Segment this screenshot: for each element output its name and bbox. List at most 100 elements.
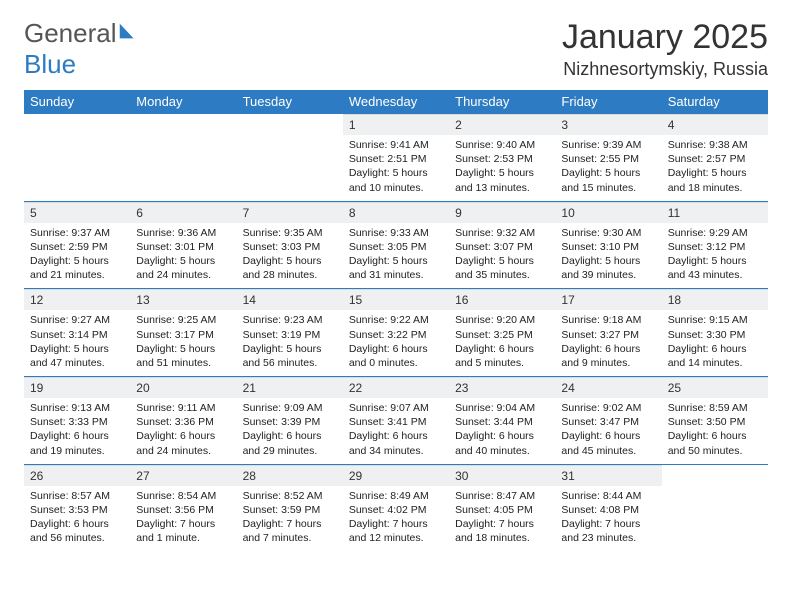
day-line-ss: Sunset: 3:53 PM	[30, 503, 124, 517]
day-line-ss: Sunset: 3:41 PM	[349, 415, 443, 429]
day-line-d1: Daylight: 5 hours	[136, 254, 230, 268]
day-line-d1: Daylight: 5 hours	[136, 342, 230, 356]
day-cell: 11Sunrise: 9:29 AMSunset: 3:12 PMDayligh…	[662, 201, 768, 289]
day-line-ss: Sunset: 2:55 PM	[561, 152, 655, 166]
day-info: Sunrise: 8:47 AMSunset: 4:05 PMDaylight:…	[449, 486, 555, 552]
day-line-sr: Sunrise: 8:44 AM	[561, 489, 655, 503]
day-number: 13	[130, 289, 236, 310]
day-line-d2: and 1 minute.	[136, 531, 230, 545]
day-line-ss: Sunset: 3:44 PM	[455, 415, 549, 429]
day-line-d2: and 35 minutes.	[455, 268, 549, 282]
day-line-d1: Daylight: 5 hours	[561, 254, 655, 268]
day-cell: 15Sunrise: 9:22 AMSunset: 3:22 PMDayligh…	[343, 289, 449, 377]
day-info: Sunrise: 9:39 AMSunset: 2:55 PMDaylight:…	[555, 135, 661, 201]
day-line-d1: Daylight: 5 hours	[349, 166, 443, 180]
day-line-d2: and 9 minutes.	[561, 356, 655, 370]
day-cell: 17Sunrise: 9:18 AMSunset: 3:27 PMDayligh…	[555, 289, 661, 377]
month-title: January 2025	[562, 18, 768, 57]
day-line-ss: Sunset: 2:51 PM	[349, 152, 443, 166]
day-line-d1: Daylight: 6 hours	[668, 342, 762, 356]
day-number: 5	[24, 202, 130, 223]
day-cell: 7Sunrise: 9:35 AMSunset: 3:03 PMDaylight…	[237, 201, 343, 289]
brand-logo: General Blue	[24, 18, 139, 80]
day-info: Sunrise: 9:32 AMSunset: 3:07 PMDaylight:…	[449, 223, 555, 289]
day-line-sr: Sunrise: 8:49 AM	[349, 489, 443, 503]
day-line-ss: Sunset: 3:56 PM	[136, 503, 230, 517]
day-line-d2: and 24 minutes.	[136, 268, 230, 282]
day-number: 22	[343, 377, 449, 398]
day-cell: 26Sunrise: 8:57 AMSunset: 3:53 PMDayligh…	[24, 464, 130, 551]
day-line-ss: Sunset: 3:36 PM	[136, 415, 230, 429]
week-row: 19Sunrise: 9:13 AMSunset: 3:33 PMDayligh…	[24, 377, 768, 465]
day-line-d1: Daylight: 7 hours	[455, 517, 549, 531]
day-info: Sunrise: 9:36 AMSunset: 3:01 PMDaylight:…	[130, 223, 236, 289]
day-info: Sunrise: 9:29 AMSunset: 3:12 PMDaylight:…	[662, 223, 768, 289]
day-line-d2: and 7 minutes.	[243, 531, 337, 545]
day-line-d1: Daylight: 6 hours	[455, 429, 549, 443]
day-info: Sunrise: 9:41 AMSunset: 2:51 PMDaylight:…	[343, 135, 449, 201]
day-number: 30	[449, 465, 555, 486]
day-cell: 21Sunrise: 9:09 AMSunset: 3:39 PMDayligh…	[237, 377, 343, 465]
day-line-d1: Daylight: 5 hours	[668, 166, 762, 180]
day-line-d2: and 23 minutes.	[561, 531, 655, 545]
day-line-d2: and 15 minutes.	[561, 181, 655, 195]
day-line-d1: Daylight: 7 hours	[561, 517, 655, 531]
day-line-ss: Sunset: 4:05 PM	[455, 503, 549, 517]
day-line-d2: and 56 minutes.	[30, 531, 124, 545]
day-number: 8	[343, 202, 449, 223]
day-number: 10	[555, 202, 661, 223]
day-line-sr: Sunrise: 8:47 AM	[455, 489, 549, 503]
brand-word2: Blue	[24, 49, 76, 79]
day-info: Sunrise: 8:54 AMSunset: 3:56 PMDaylight:…	[130, 486, 236, 552]
day-line-d1: Daylight: 6 hours	[30, 517, 124, 531]
day-line-d2: and 45 minutes.	[561, 444, 655, 458]
day-number: 12	[24, 289, 130, 310]
day-line-ss: Sunset: 3:39 PM	[243, 415, 337, 429]
day-cell: 12Sunrise: 9:27 AMSunset: 3:14 PMDayligh…	[24, 289, 130, 377]
weekday-thursday: Thursday	[449, 90, 555, 114]
day-number: 25	[662, 377, 768, 398]
weekday-wednesday: Wednesday	[343, 90, 449, 114]
day-line-d2: and 18 minutes.	[668, 181, 762, 195]
day-line-ss: Sunset: 3:12 PM	[668, 240, 762, 254]
day-line-sr: Sunrise: 9:15 AM	[668, 313, 762, 327]
brand-word1: General	[24, 18, 117, 48]
day-line-ss: Sunset: 3:47 PM	[561, 415, 655, 429]
day-line-sr: Sunrise: 9:23 AM	[243, 313, 337, 327]
weekday-monday: Monday	[130, 90, 236, 114]
day-cell	[662, 464, 768, 551]
sail-icon	[117, 20, 139, 42]
day-cell: 6Sunrise: 9:36 AMSunset: 3:01 PMDaylight…	[130, 201, 236, 289]
weekday-friday: Friday	[555, 90, 661, 114]
day-line-sr: Sunrise: 9:41 AM	[349, 138, 443, 152]
day-line-d1: Daylight: 5 hours	[30, 342, 124, 356]
weekday-saturday: Saturday	[662, 90, 768, 114]
day-line-sr: Sunrise: 8:54 AM	[136, 489, 230, 503]
day-info: Sunrise: 8:52 AMSunset: 3:59 PMDaylight:…	[237, 486, 343, 552]
day-number: 28	[237, 465, 343, 486]
day-info: Sunrise: 9:38 AMSunset: 2:57 PMDaylight:…	[662, 135, 768, 201]
day-info: Sunrise: 9:13 AMSunset: 3:33 PMDaylight:…	[24, 398, 130, 464]
day-number: 4	[662, 114, 768, 135]
day-line-ss: Sunset: 3:59 PM	[243, 503, 337, 517]
day-line-d2: and 29 minutes.	[243, 444, 337, 458]
day-line-sr: Sunrise: 9:20 AM	[455, 313, 549, 327]
day-number: 15	[343, 289, 449, 310]
day-info: Sunrise: 9:33 AMSunset: 3:05 PMDaylight:…	[343, 223, 449, 289]
day-cell: 2Sunrise: 9:40 AMSunset: 2:53 PMDaylight…	[449, 114, 555, 202]
day-line-d2: and 43 minutes.	[668, 268, 762, 282]
day-line-d1: Daylight: 5 hours	[455, 166, 549, 180]
day-number: 18	[662, 289, 768, 310]
header: General Blue January 2025 Nizhnesortymsk…	[24, 18, 768, 80]
day-line-d1: Daylight: 7 hours	[243, 517, 337, 531]
day-line-sr: Sunrise: 9:33 AM	[349, 226, 443, 240]
day-line-sr: Sunrise: 9:18 AM	[561, 313, 655, 327]
day-cell: 5Sunrise: 9:37 AMSunset: 2:59 PMDaylight…	[24, 201, 130, 289]
day-line-ss: Sunset: 3:14 PM	[30, 328, 124, 342]
day-info: Sunrise: 9:07 AMSunset: 3:41 PMDaylight:…	[343, 398, 449, 464]
day-line-sr: Sunrise: 8:59 AM	[668, 401, 762, 415]
day-line-d2: and 10 minutes.	[349, 181, 443, 195]
day-info: Sunrise: 9:27 AMSunset: 3:14 PMDaylight:…	[24, 310, 130, 376]
day-cell: 22Sunrise: 9:07 AMSunset: 3:41 PMDayligh…	[343, 377, 449, 465]
day-number: 11	[662, 202, 768, 223]
